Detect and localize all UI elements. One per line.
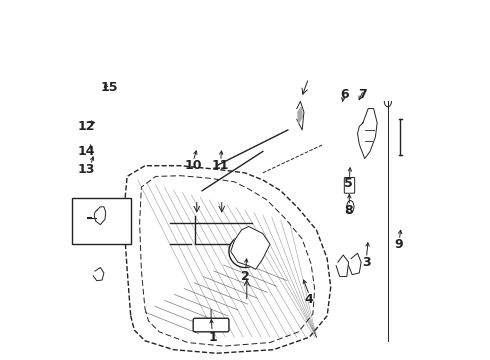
Text: 14: 14 bbox=[77, 145, 95, 158]
Text: 10: 10 bbox=[184, 159, 202, 172]
Polygon shape bbox=[231, 226, 270, 269]
Polygon shape bbox=[358, 109, 377, 158]
Text: 9: 9 bbox=[394, 238, 403, 251]
FancyBboxPatch shape bbox=[193, 318, 229, 332]
Text: 5: 5 bbox=[344, 177, 353, 190]
Polygon shape bbox=[94, 207, 106, 225]
Text: 12: 12 bbox=[77, 120, 95, 133]
Circle shape bbox=[229, 235, 261, 267]
Ellipse shape bbox=[347, 201, 354, 213]
Text: 1: 1 bbox=[208, 331, 217, 344]
Polygon shape bbox=[348, 253, 361, 275]
Polygon shape bbox=[297, 102, 304, 130]
Text: 15: 15 bbox=[100, 81, 118, 94]
Text: 6: 6 bbox=[341, 88, 349, 101]
Text: 2: 2 bbox=[241, 270, 249, 283]
Polygon shape bbox=[298, 107, 302, 123]
Polygon shape bbox=[93, 267, 104, 281]
Text: 8: 8 bbox=[344, 204, 353, 217]
Text: 3: 3 bbox=[362, 256, 371, 269]
FancyBboxPatch shape bbox=[72, 198, 131, 244]
Polygon shape bbox=[336, 255, 348, 276]
FancyBboxPatch shape bbox=[344, 177, 355, 193]
Text: 7: 7 bbox=[359, 88, 368, 101]
Text: 13: 13 bbox=[77, 163, 95, 176]
Text: 11: 11 bbox=[211, 159, 229, 172]
Text: 4: 4 bbox=[305, 293, 314, 306]
